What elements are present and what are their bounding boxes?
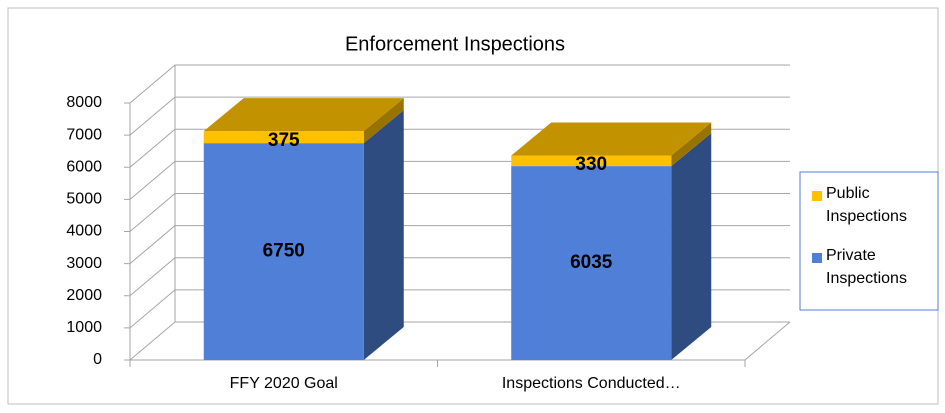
bar-side xyxy=(363,98,404,144)
x-tick-label: Inspections Conducted… xyxy=(502,375,681,392)
bar xyxy=(203,143,364,360)
bar-side xyxy=(671,122,712,167)
data-label: 6035 xyxy=(570,252,613,273)
data-label: 6750 xyxy=(263,241,305,262)
x-tick-label: FFY 2020 Goal xyxy=(230,375,338,392)
data-label: 330 xyxy=(575,154,607,175)
y-tick-label: 1000 xyxy=(66,319,102,336)
chart-title: Enforcement Inspections xyxy=(345,33,565,55)
y-tick-label: 4000 xyxy=(66,223,102,240)
grid-line xyxy=(129,64,790,104)
y-tick-label: 2000 xyxy=(66,287,102,304)
bar xyxy=(511,166,672,360)
bar-side xyxy=(363,110,404,360)
bar xyxy=(511,155,672,167)
legend-entry: Public Inspections xyxy=(826,185,907,225)
bar-top xyxy=(203,98,404,132)
data-label: 375 xyxy=(268,130,300,151)
y-tick-label: 5000 xyxy=(66,191,102,208)
bar-side xyxy=(671,133,712,360)
bar-top xyxy=(511,122,712,156)
y-tick-label: 3000 xyxy=(66,255,102,272)
bar xyxy=(203,131,364,144)
legend-label: Public Inspections xyxy=(826,185,907,225)
y-tick-label: 0 xyxy=(93,351,102,368)
y-tick-label: 8000 xyxy=(66,94,102,111)
legend-box xyxy=(799,171,939,311)
y-tick-label: 6000 xyxy=(66,158,102,175)
chart-border xyxy=(7,7,939,405)
y-tick-label: 7000 xyxy=(66,126,102,143)
legend-swatch xyxy=(812,191,822,201)
grid-line xyxy=(129,96,790,136)
legend-entry: Private Inspections xyxy=(826,247,907,287)
floor-edge xyxy=(744,321,791,361)
legend-label: Private Inspections xyxy=(826,247,907,287)
legend-swatch xyxy=(812,253,822,263)
